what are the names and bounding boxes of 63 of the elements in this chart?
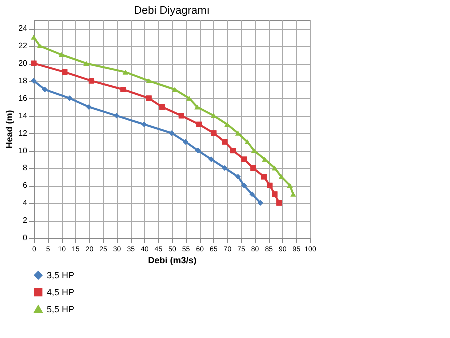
point: [242, 156, 248, 162]
y-tick-label: 16: [18, 94, 28, 103]
y-tick-label: 6: [23, 181, 28, 190]
point: [142, 122, 148, 128]
point: [172, 87, 178, 92]
point: [290, 192, 296, 197]
point: [196, 122, 202, 128]
y-tick-label: 10: [18, 146, 28, 156]
point: [122, 70, 128, 75]
point: [242, 182, 248, 188]
point: [250, 166, 256, 171]
y-tick-label: 14: [18, 111, 28, 120]
point: [267, 182, 273, 188]
point: [169, 130, 175, 136]
point: [88, 78, 94, 84]
y-tick-label: 4: [23, 198, 28, 208]
legend-label: 3,5 HP: [47, 270, 75, 280]
point: [276, 200, 282, 206]
point: [258, 200, 264, 206]
point: [114, 113, 120, 119]
point: [178, 113, 184, 119]
y-tick-label: 8: [23, 164, 28, 173]
point: [208, 156, 214, 162]
y-tick-label: 20: [18, 59, 28, 68]
point: [37, 44, 43, 49]
x-axis-title: Debi (m3/s): [148, 256, 197, 266]
point: [287, 183, 293, 188]
point: [160, 104, 166, 110]
y-tick-label: 22: [18, 42, 28, 51]
point: [244, 140, 250, 144]
y-tick-label: 24: [18, 24, 28, 34]
point: [146, 78, 152, 84]
y-tick-label: 2: [23, 216, 28, 226]
point: [120, 87, 126, 92]
point: [261, 174, 267, 180]
point: [194, 104, 200, 110]
chart-title: Debi Diyagramı: [134, 5, 210, 17]
point: [236, 174, 241, 180]
point: [62, 70, 68, 76]
point: [211, 130, 217, 136]
point: [31, 60, 37, 66]
y-tick-label: 18: [18, 76, 28, 86]
point: [195, 148, 201, 154]
point: [31, 35, 37, 40]
point: [146, 96, 152, 102]
legend-label: 4,5 HP: [47, 288, 75, 298]
point: [230, 148, 236, 154]
legend-label: 5,5 HP: [47, 304, 75, 314]
point: [272, 166, 278, 171]
point: [67, 96, 73, 102]
point: [272, 192, 278, 198]
point: [222, 139, 228, 145]
point: [222, 166, 228, 171]
point: [58, 52, 64, 58]
point: [183, 139, 189, 145]
y-tick-label: 0: [23, 234, 28, 242]
point: [42, 87, 48, 92]
point: [84, 61, 90, 66]
point: [86, 104, 92, 110]
point: [31, 78, 37, 84]
y-tick-label: 12: [18, 128, 28, 138]
point: [250, 192, 256, 198]
y-axis-title: Head (m): [4, 110, 15, 149]
